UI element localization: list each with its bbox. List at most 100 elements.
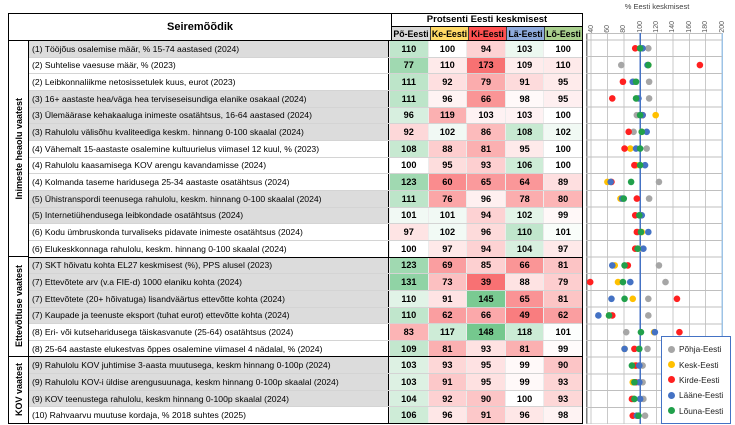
data-point xyxy=(655,262,663,269)
x-tick-label: 40 xyxy=(587,25,595,33)
value-cell: 108 xyxy=(389,140,428,157)
value-cell: 85 xyxy=(466,257,505,274)
data-point xyxy=(619,78,627,86)
value-cell: 73 xyxy=(427,274,467,290)
value-cell: 95 xyxy=(466,357,505,374)
data-point xyxy=(622,328,630,336)
row-label: (6) Elukeskkonnaga rahulolu, keskm. hinn… xyxy=(29,240,389,257)
x-tick-label: 80 xyxy=(620,25,628,33)
row-label: (9) Rahulolu KOV juhtimise 3-aasta muutu… xyxy=(29,357,389,374)
value-cell: 91 xyxy=(427,290,467,307)
data-point xyxy=(636,345,643,353)
table-row: (3) Rahulolu välisõhu kvaliteediga keskm… xyxy=(29,124,582,141)
x-tick-label: 160 xyxy=(685,21,693,33)
value-cell: 79 xyxy=(466,74,505,90)
data-point xyxy=(617,61,625,69)
value-cell: 91 xyxy=(466,407,505,424)
value-cell: 100 xyxy=(543,107,582,124)
data-point xyxy=(621,145,628,152)
value-cell: 108 xyxy=(504,124,544,140)
data-point xyxy=(652,111,659,119)
values-header: Protsenti Eesti keskmisest Põ-Eesti Ke-Ee… xyxy=(392,14,582,40)
legend-item: Kirde-Eesti xyxy=(668,375,730,385)
row-label: (5) Internetiühendusega leibkondade osat… xyxy=(29,207,389,224)
row-label: (8) Eri- või kutseharidusega täiskasvanu… xyxy=(29,324,389,340)
data-point xyxy=(631,395,638,403)
data-point xyxy=(645,228,652,236)
value-cell: 100 xyxy=(543,157,582,174)
x-tick: 60 xyxy=(599,12,615,33)
data-point xyxy=(629,295,637,303)
table-row: (4) Kolmanda taseme haridusega 25-34 aas… xyxy=(29,174,582,191)
value-cell: 111 xyxy=(389,74,428,90)
value-cell: 145 xyxy=(466,290,505,307)
x-tick-label: 120 xyxy=(653,21,660,33)
x-tick-label: 100 xyxy=(636,21,644,33)
x-tick: 40 xyxy=(583,12,599,33)
table-row: (9) Rahulolu KOV-i üldise arengusuunaga,… xyxy=(29,374,582,391)
value-cell: 93 xyxy=(427,357,467,374)
value-cell: 77 xyxy=(389,57,428,74)
value-cell: 90 xyxy=(466,390,505,407)
value-cell: 110 xyxy=(504,224,544,240)
value-cell: 100 xyxy=(543,140,582,157)
row-label: (3) Ülemäärase kehakaaluga inimeste osat… xyxy=(29,107,389,124)
value-cell: 66 xyxy=(466,90,505,107)
value-cell: 93 xyxy=(466,157,505,174)
data-point xyxy=(645,78,653,86)
legend-label: Lõuna-Eesti xyxy=(679,405,724,416)
data-point xyxy=(608,95,616,102)
row-label: (6) Kodu ümbruskonda turvaliseks pidavat… xyxy=(29,224,389,240)
table-row: (5) Internetiühendusega leibkondade osat… xyxy=(29,207,582,225)
value-cell: 86 xyxy=(466,124,505,140)
value-cell: 97 xyxy=(389,224,428,240)
table-row: (8) Eri- või kutseharidusega täiskasvanu… xyxy=(29,324,582,341)
value-cell: 88 xyxy=(427,140,467,157)
value-cell: 91 xyxy=(427,374,467,390)
x-tick: 140 xyxy=(665,12,681,33)
value-cell: 95 xyxy=(427,157,467,174)
data-point xyxy=(621,262,628,269)
group-label-text: Ettevõtluse vaatest xyxy=(13,265,24,348)
data-point xyxy=(638,128,646,136)
row-label: (10) Rahvaarvu muutuse kordaja, % 2018 s… xyxy=(29,407,389,424)
data-point xyxy=(608,295,615,303)
value-cell: 110 xyxy=(389,307,428,324)
data-point xyxy=(627,178,635,186)
data-point xyxy=(636,145,644,152)
data-point xyxy=(636,45,644,52)
row-label: (3) Rahulolu välisõhu kvaliteediga keskm… xyxy=(29,124,389,140)
data-point xyxy=(635,412,642,419)
value-cell: 111 xyxy=(389,90,428,107)
value-cell: 81 xyxy=(504,340,544,357)
legend-label: Lääne-Eesti xyxy=(679,390,724,401)
value-cell: 97 xyxy=(427,240,467,257)
row-label: (7) Ettevõtete arv (v.a FIE-d) 1000 elan… xyxy=(29,274,389,290)
data-point xyxy=(636,212,643,219)
legend-label: Kirde-Eesti xyxy=(679,374,720,385)
value-cell: 111 xyxy=(389,190,428,207)
value-cell: 96 xyxy=(504,407,544,424)
data-point xyxy=(621,345,628,353)
chart-legend: Põhja-Eesti Kesk-Eesti Kirde-Eesti Lääne-Ee… xyxy=(661,336,731,424)
legend-dot-p-hja-eesti xyxy=(668,345,675,353)
data-point xyxy=(644,345,651,353)
value-cell: 92 xyxy=(389,124,428,140)
x-tick: 200 xyxy=(714,12,730,33)
region-header-row: Põ-Eesti Ke-Eesti Ki-Eesti Lä-Eesti Lõ-Eesti xyxy=(392,27,582,40)
value-cell: 81 xyxy=(466,140,505,157)
table-row: (6) Kodu ümbruskonda turvaliseks pidavat… xyxy=(29,224,582,241)
value-cell: 96 xyxy=(389,107,428,124)
value-cell: 103 xyxy=(504,107,544,124)
value-cell: 39 xyxy=(466,274,505,290)
value-cell: 49 xyxy=(504,307,544,324)
legend-dot-kirde-eesti xyxy=(668,376,675,384)
table-row: (3) 16+ aastaste hea/väga hea tervisesei… xyxy=(29,90,582,108)
row-label: (7) Kaupade ja teenuste eksport (tuhat e… xyxy=(29,307,389,324)
data-point xyxy=(627,278,634,286)
value-cell: 93 xyxy=(543,374,582,390)
value-cell: 123 xyxy=(389,174,428,190)
legend-dot-kesk-eesti xyxy=(668,361,675,369)
value-cell: 118 xyxy=(504,324,544,340)
x-tick: 180 xyxy=(698,12,714,33)
